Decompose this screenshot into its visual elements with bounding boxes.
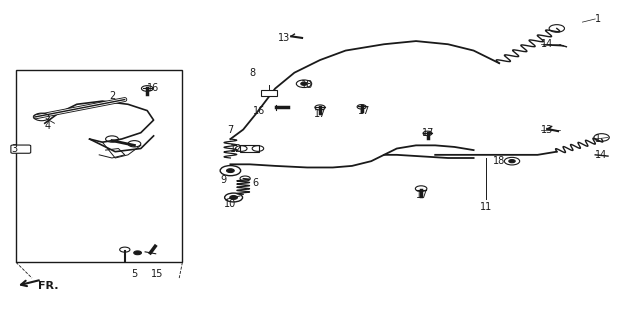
Text: 10: 10 bbox=[224, 199, 237, 209]
Text: 5: 5 bbox=[131, 269, 138, 279]
Text: 4: 4 bbox=[45, 121, 51, 131]
Text: 12: 12 bbox=[230, 143, 242, 154]
Text: 8: 8 bbox=[250, 68, 256, 78]
Text: 16: 16 bbox=[147, 83, 159, 94]
Text: 14: 14 bbox=[595, 150, 607, 160]
Text: 11: 11 bbox=[480, 202, 493, 212]
Text: 6: 6 bbox=[253, 178, 259, 188]
Text: 14: 14 bbox=[541, 39, 553, 49]
Circle shape bbox=[227, 169, 234, 173]
Circle shape bbox=[509, 160, 515, 163]
Text: 7: 7 bbox=[227, 125, 234, 135]
Text: 16: 16 bbox=[253, 106, 266, 116]
Text: 2: 2 bbox=[109, 91, 115, 101]
Text: 9: 9 bbox=[221, 175, 227, 185]
Text: FR.: FR. bbox=[38, 281, 59, 291]
Text: 17: 17 bbox=[358, 106, 371, 116]
Bar bbox=[16, 70, 182, 262]
Text: 1: 1 bbox=[595, 134, 602, 144]
Text: 1: 1 bbox=[595, 14, 602, 24]
Text: 17: 17 bbox=[314, 109, 326, 119]
Text: 13: 13 bbox=[278, 33, 291, 43]
Text: 17: 17 bbox=[422, 128, 435, 138]
Text: 18: 18 bbox=[301, 80, 313, 90]
Bar bbox=[261, 90, 276, 96]
Text: 3: 3 bbox=[12, 143, 18, 154]
Bar bbox=[240, 145, 259, 152]
Circle shape bbox=[230, 196, 237, 199]
Text: 13: 13 bbox=[541, 125, 553, 135]
Text: 18: 18 bbox=[493, 156, 506, 166]
Circle shape bbox=[301, 82, 307, 85]
Circle shape bbox=[134, 251, 141, 255]
FancyBboxPatch shape bbox=[11, 145, 31, 153]
Text: 15: 15 bbox=[150, 269, 163, 279]
Text: 17: 17 bbox=[416, 190, 429, 200]
